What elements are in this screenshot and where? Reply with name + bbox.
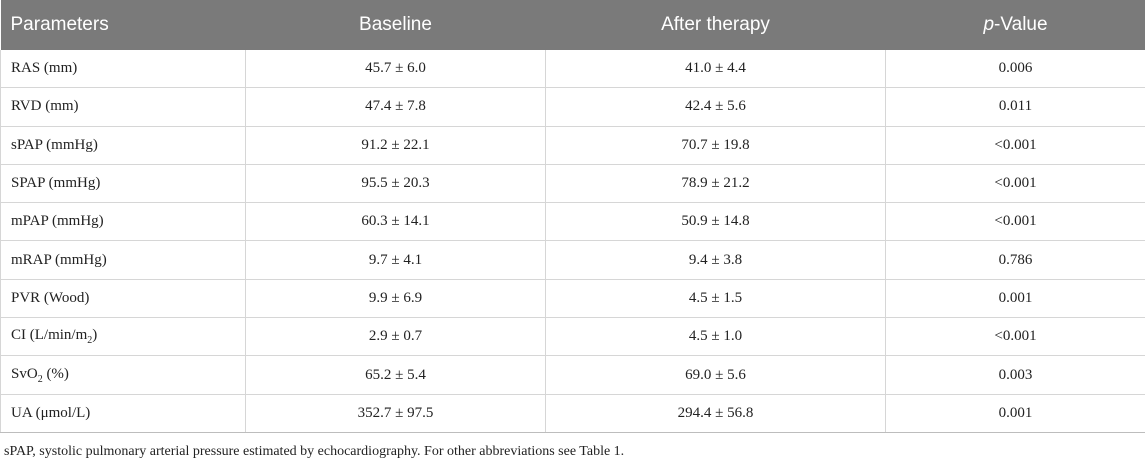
header-value-suffix: -Value	[994, 14, 1048, 35]
cell-p-value: <0.001	[886, 126, 1145, 164]
header-parameters: Parameters	[1, 0, 246, 50]
cell-baseline: 352.7 ± 97.5	[246, 394, 546, 432]
cell-after-therapy: 294.4 ± 56.8	[546, 394, 886, 432]
results-table: Parameters Baseline After therapy p-Valu…	[0, 0, 1145, 433]
cell-p-value: 0.001	[886, 279, 1145, 317]
cell-parameter: RAS (mm)	[1, 50, 246, 88]
cell-baseline: 9.7 ± 4.1	[246, 241, 546, 279]
cell-parameter: sPAP (mmHg)	[1, 126, 246, 164]
cell-baseline: 95.5 ± 20.3	[246, 164, 546, 202]
cell-after-therapy: 70.7 ± 19.8	[546, 126, 886, 164]
param-text-tail: )	[92, 327, 97, 343]
cell-after-therapy: 9.4 ± 3.8	[546, 241, 886, 279]
header-p-italic: p	[983, 14, 994, 35]
cell-parameter: RVD (mm)	[1, 88, 246, 126]
cell-after-therapy: 69.0 ± 5.6	[546, 356, 886, 394]
header-after-therapy: After therapy	[546, 0, 886, 50]
cell-after-therapy: 41.0 ± 4.4	[546, 50, 886, 88]
cell-parameter: CI (L/min/m2)	[1, 318, 246, 356]
cell-baseline: 60.3 ± 14.1	[246, 203, 546, 241]
cell-p-value: 0.786	[886, 241, 1145, 279]
param-text: SvO	[11, 366, 38, 382]
header-p-value: p-Value	[886, 0, 1145, 50]
cell-after-therapy: 42.4 ± 5.6	[546, 88, 886, 126]
cell-p-value: 0.001	[886, 394, 1145, 432]
cell-parameter: UA (μmol/L)	[1, 394, 246, 432]
cell-p-value: 0.006	[886, 50, 1145, 88]
cell-p-value: <0.001	[886, 164, 1145, 202]
table-footnote: sPAP, systolic pulmonary arterial pressu…	[0, 433, 1145, 460]
cell-parameter: mPAP (mmHg)	[1, 203, 246, 241]
cell-parameter: SPAP (mmHg)	[1, 164, 246, 202]
cell-p-value: 0.003	[886, 356, 1145, 394]
cell-p-value: <0.001	[886, 318, 1145, 356]
cell-after-therapy: 4.5 ± 1.0	[546, 318, 886, 356]
param-text: CI (L/min/m	[11, 327, 87, 343]
param-text-tail: (%)	[43, 366, 69, 382]
table-header-row: Parameters Baseline After therapy p-Valu…	[1, 0, 1145, 50]
cell-baseline: 2.9 ± 0.7	[246, 318, 546, 356]
cell-baseline: 9.9 ± 6.9	[246, 279, 546, 317]
cell-baseline: 45.7 ± 6.0	[246, 50, 546, 88]
cell-parameter: SvO2 (%)	[1, 356, 246, 394]
cell-p-value: <0.001	[886, 203, 1145, 241]
cell-baseline: 47.4 ± 7.8	[246, 88, 546, 126]
header-baseline: Baseline	[246, 0, 546, 50]
cell-parameter: mRAP (mmHg)	[1, 241, 246, 279]
cell-parameter: PVR (Wood)	[1, 279, 246, 317]
cell-p-value: 0.011	[886, 88, 1145, 126]
cell-after-therapy: 4.5 ± 1.5	[546, 279, 886, 317]
cell-baseline: 65.2 ± 5.4	[246, 356, 546, 394]
cell-after-therapy: 50.9 ± 14.8	[546, 203, 886, 241]
cell-after-therapy: 78.9 ± 21.2	[546, 164, 886, 202]
cell-baseline: 91.2 ± 22.1	[246, 126, 546, 164]
